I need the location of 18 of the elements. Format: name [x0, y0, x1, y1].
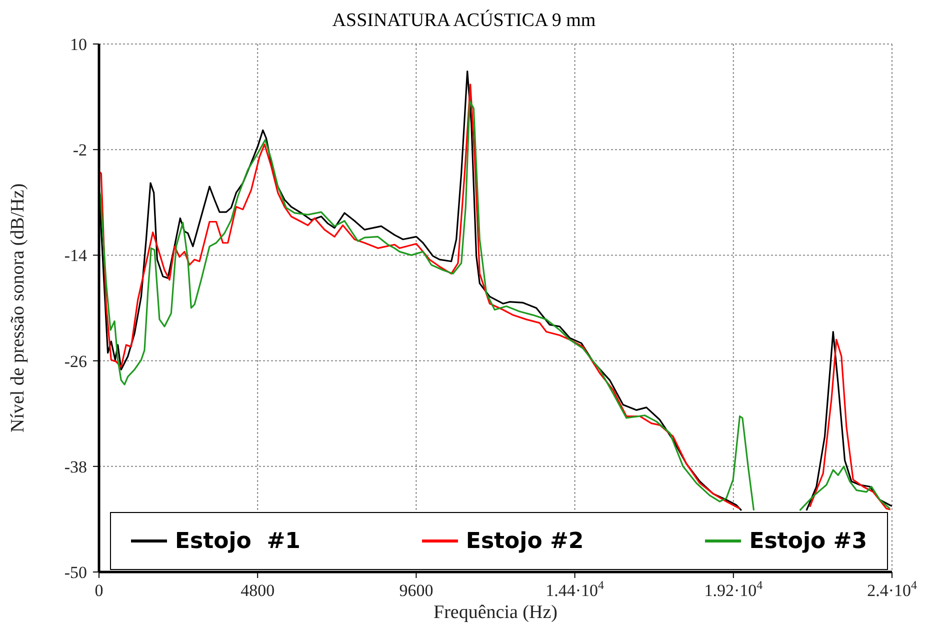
y-tick-label: 10	[70, 35, 87, 54]
chart-title: ASSINATURA ACÚSTICA 9 mm	[331, 10, 597, 32]
y-tick-label: -26	[64, 352, 87, 371]
y-tick-label: -14	[64, 246, 88, 266]
legend-label: Estojo #2	[466, 528, 584, 554]
y-tick-label: -50	[64, 563, 87, 582]
y-tick-label: -38	[64, 457, 87, 476]
legend-label: Estojo #1	[175, 528, 300, 554]
x-tick-label: 1.44·10$^{4}$	[546, 578, 604, 600]
x-tick-label: 9600	[399, 581, 434, 600]
x-tick-label: 2.4·10$^{4}$	[867, 578, 917, 600]
x-tick-label: 0	[94, 581, 104, 600]
x-tick-label: 1.92·10$^{4}$	[704, 578, 763, 600]
y-tick-label: -2	[72, 140, 87, 160]
legend-label: Estojo #3	[749, 528, 867, 554]
x-tick-label: 4800	[240, 581, 275, 600]
x-axis-title: Frequência (Hz)	[434, 602, 558, 623]
y-axis-title: Nível de pressão sonora (dB/Hz)	[8, 183, 29, 433]
